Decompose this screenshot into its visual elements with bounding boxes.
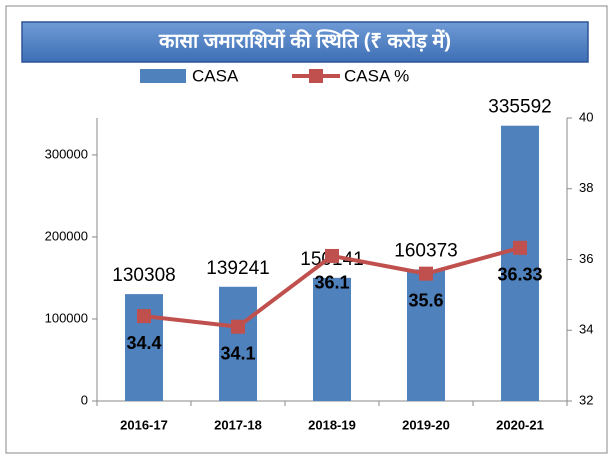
bar [407,269,445,401]
y-tick-label: 300000 [45,146,88,161]
line-marker [513,240,527,255]
x-tick-label: 2018-19 [308,417,356,432]
title-banner [21,21,589,63]
y2-tick-label: 38 [579,180,593,195]
y2-tick-label: 36 [579,251,593,266]
x-tick-label: 2017-18 [214,417,262,432]
line-value-label: 35.6 [408,290,443,310]
legend-label: CASA % [344,66,409,85]
y2-tick-label: 40 [579,109,593,124]
line-marker [419,266,433,281]
y-tick-label: 200000 [45,228,88,243]
x-tick-label: 2019-20 [402,417,450,432]
chart-title: कासा जमाराशियों की स्थिति (₹ करोड़ में) [158,28,451,52]
line-value-label: 34.4 [126,333,161,353]
y-tick-label: 100000 [45,310,88,325]
line-value-label: 36.1 [314,273,349,293]
bar [313,277,351,401]
line-value-label: 36.33 [497,265,542,285]
legend-swatch [140,69,186,83]
bar [501,125,539,401]
y2-tick-label: 32 [579,392,593,407]
bar-value-label: 335592 [488,97,551,118]
legend-label: CASA [192,66,239,85]
line-marker [137,309,151,324]
x-tick-label: 2020-21 [496,417,544,432]
line-value-label: 34.1 [220,343,255,363]
bar-value-label: 139241 [206,258,269,279]
bar [219,286,257,401]
line-marker [325,248,339,263]
legend-marker [309,69,323,83]
bar-value-label: 160373 [394,240,457,261]
line-marker [231,319,245,334]
y2-tick-label: 34 [579,322,593,337]
x-tick-label: 2016-17 [120,417,168,432]
bar-value-label: 130308 [112,265,175,286]
y-tick-label: 0 [81,392,88,407]
